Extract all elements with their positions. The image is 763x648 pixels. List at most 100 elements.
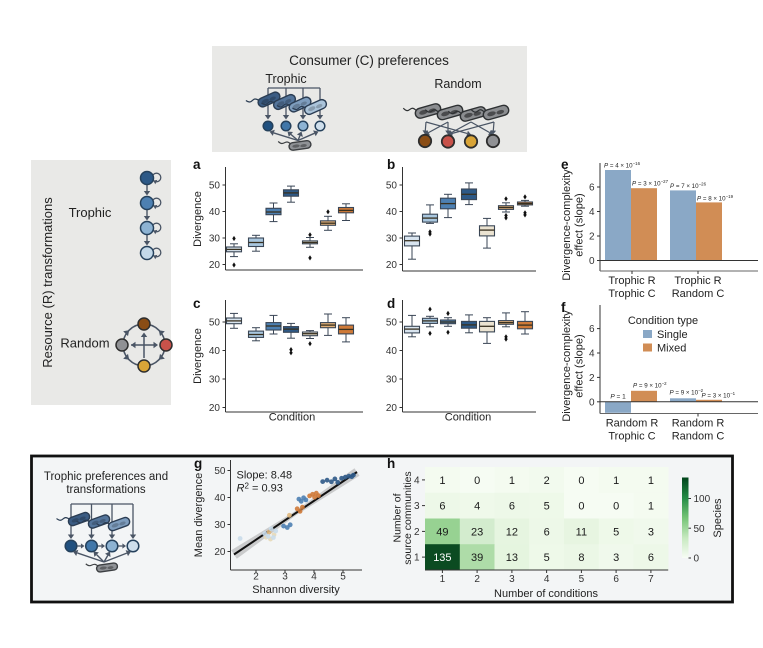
svg-text:Divergence-complexity: Divergence-complexity — [561, 310, 573, 422]
svg-text:4: 4 — [589, 349, 595, 360]
svg-text:5: 5 — [544, 552, 550, 564]
svg-text:3: 3 — [509, 574, 515, 585]
svg-text:Random R: Random R — [672, 418, 725, 430]
svg-text:0: 0 — [694, 554, 700, 565]
svg-text:49: 49 — [436, 526, 448, 538]
svg-text:b: b — [387, 157, 395, 172]
svg-text:20: 20 — [386, 260, 398, 271]
svg-text:Condition type: Condition type — [628, 315, 698, 327]
svg-text:6: 6 — [613, 574, 619, 585]
svg-text:5: 5 — [579, 574, 585, 585]
svg-text:30: 30 — [209, 375, 221, 386]
svg-text:20: 20 — [214, 547, 226, 558]
svg-text:Trophic C: Trophic C — [608, 288, 655, 300]
svg-text:d: d — [387, 296, 395, 311]
svg-text:Random C: Random C — [672, 431, 725, 443]
svg-text:7: 7 — [648, 574, 654, 585]
svg-text:100: 100 — [694, 494, 711, 505]
svg-text:3: 3 — [282, 572, 288, 583]
svg-text:6: 6 — [509, 501, 515, 513]
svg-text:1: 1 — [648, 475, 654, 487]
svg-text:Resource (R) transformations: Resource (R) transformations — [40, 197, 55, 368]
svg-text:transformations: transformations — [66, 484, 146, 496]
svg-text:0: 0 — [578, 475, 584, 487]
svg-text:13: 13 — [506, 552, 518, 564]
svg-text:50: 50 — [209, 181, 221, 192]
svg-text:P = 9 × 10−2: P = 9 × 10−2 — [633, 381, 667, 390]
svg-text:1: 1 — [648, 501, 654, 513]
svg-text:1: 1 — [509, 475, 515, 487]
svg-text:3: 3 — [648, 526, 654, 538]
svg-text:effect (slope): effect (slope) — [574, 193, 586, 256]
svg-text:3: 3 — [414, 501, 420, 512]
svg-text:g: g — [194, 456, 202, 471]
svg-text:1: 1 — [439, 475, 445, 487]
svg-text:P = 9 × 10−2: P = 9 × 10−2 — [670, 388, 704, 397]
svg-text:8: 8 — [578, 552, 584, 564]
svg-text:12: 12 — [506, 526, 518, 538]
svg-text:30: 30 — [214, 520, 226, 531]
svg-text:Condition: Condition — [269, 412, 315, 424]
svg-text:2: 2 — [474, 574, 480, 585]
svg-text:1: 1 — [613, 475, 619, 487]
svg-text:39: 39 — [471, 552, 483, 564]
svg-text:6: 6 — [589, 324, 595, 335]
svg-text:50: 50 — [694, 524, 706, 535]
svg-text:2: 2 — [589, 373, 595, 384]
svg-text:30: 30 — [386, 234, 398, 245]
svg-text:5: 5 — [613, 526, 619, 538]
svg-text:source communities: source communities — [402, 471, 414, 564]
svg-text:50: 50 — [386, 318, 398, 329]
svg-text:0: 0 — [589, 397, 595, 408]
svg-text:2: 2 — [544, 475, 550, 487]
svg-text:e: e — [561, 157, 569, 172]
svg-text:4: 4 — [544, 574, 550, 585]
svg-text:Random: Random — [60, 336, 109, 351]
svg-text:6: 6 — [648, 552, 654, 564]
svg-text:40: 40 — [209, 207, 221, 218]
svg-text:30: 30 — [209, 234, 221, 245]
svg-text:40: 40 — [386, 207, 398, 218]
svg-text:Shannon diversity: Shannon diversity — [252, 584, 340, 596]
svg-text:Random R: Random R — [606, 418, 659, 430]
svg-text:Trophic R: Trophic R — [608, 275, 655, 287]
svg-text:40: 40 — [214, 493, 226, 504]
svg-text:30: 30 — [386, 375, 398, 386]
svg-text:effect (slope): effect (slope) — [574, 334, 586, 397]
svg-text:20: 20 — [209, 260, 221, 271]
svg-text:20: 20 — [386, 403, 398, 414]
svg-text:40: 40 — [386, 346, 398, 357]
svg-text:Random: Random — [434, 77, 481, 91]
svg-text:Divergence: Divergence — [192, 328, 204, 384]
svg-text:Number of: Number of — [392, 493, 404, 542]
svg-text:135: 135 — [433, 552, 451, 564]
svg-text:Single: Single — [657, 329, 688, 341]
svg-text:6: 6 — [544, 526, 550, 538]
svg-text:a: a — [193, 157, 201, 172]
svg-text:0: 0 — [589, 256, 595, 267]
svg-text:3: 3 — [613, 552, 619, 564]
svg-text:Divergence: Divergence — [192, 191, 204, 247]
svg-text:2: 2 — [253, 572, 259, 583]
svg-text:Consumer (C) preferences: Consumer (C) preferences — [289, 53, 449, 68]
svg-text:50: 50 — [209, 318, 221, 329]
svg-text:20: 20 — [209, 403, 221, 414]
svg-text:Trophic: Trophic — [69, 205, 112, 220]
svg-text:Condition: Condition — [445, 412, 491, 424]
svg-text:R2 = 0.93: R2 = 0.93 — [237, 482, 283, 495]
svg-text:0: 0 — [578, 501, 584, 513]
svg-text:h: h — [387, 456, 395, 471]
svg-text:40: 40 — [209, 346, 221, 357]
svg-text:2: 2 — [589, 232, 595, 243]
svg-text:50: 50 — [214, 466, 226, 477]
svg-text:P = 3 × 10−27: P = 3 × 10−27 — [632, 179, 669, 188]
svg-text:6: 6 — [589, 183, 595, 194]
svg-text:0: 0 — [474, 475, 480, 487]
svg-text:Trophic: Trophic — [265, 72, 306, 86]
svg-text:Number of conditions: Number of conditions — [494, 588, 598, 600]
svg-text:Slope: 8.48: Slope: 8.48 — [237, 470, 293, 482]
svg-text:Random C: Random C — [672, 288, 725, 300]
svg-text:4: 4 — [414, 475, 420, 486]
svg-text:Divergence-complexity: Divergence-complexity — [561, 169, 573, 281]
svg-text:6: 6 — [439, 501, 445, 513]
